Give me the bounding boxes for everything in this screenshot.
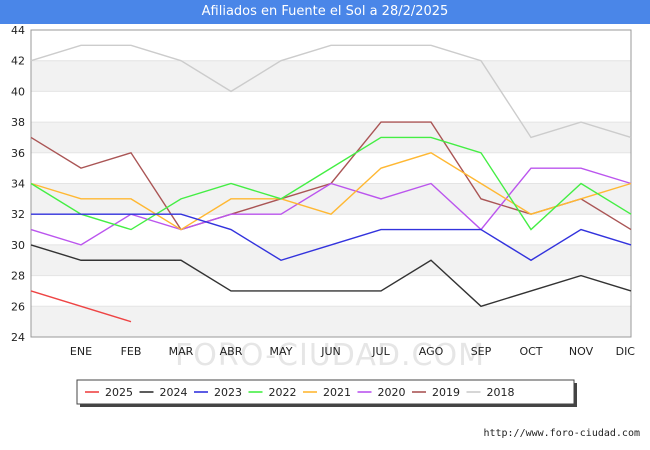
y-tick-label: 24: [11, 331, 25, 344]
series-line-2025: [30, 290, 132, 323]
chart-title: Afiliados en Fuente el Sol a 28/2/2025: [0, 0, 650, 24]
x-tick-label: JUN: [320, 345, 341, 358]
legend-label-2018: 2018: [487, 386, 515, 399]
y-tick-label: 30: [11, 239, 25, 252]
y-tick-label: 44: [11, 24, 25, 37]
grid-band: [31, 306, 631, 337]
y-tick-label: 38: [11, 116, 25, 129]
series-line-2023: [31, 213, 632, 262]
legend-label-2023: 2023: [214, 386, 242, 399]
x-axis-ticks: ENE FEB MAR ABR MAY JUN JUL AGO SEP OCT NOV DIC: [70, 345, 635, 358]
y-tick-label: 34: [11, 178, 25, 191]
series-line-2022: [30, 136, 632, 231]
legend: 2025 2024 2023 2022 2021 2020 2019 2018: [76, 379, 577, 407]
legend-label-2022: 2022: [269, 386, 297, 399]
legend-label-2025: 2025: [105, 386, 133, 399]
y-tick-label: 42: [11, 55, 25, 68]
legend-label-2019: 2019: [432, 386, 460, 399]
x-tick-label: MAY: [270, 345, 293, 358]
x-tick-label: FEB: [121, 345, 142, 358]
x-tick-label: AGO: [419, 345, 444, 358]
series-lines: [30, 44, 632, 323]
legend-box: [76, 379, 575, 405]
x-tick-label: SEP: [471, 345, 492, 358]
y-axis-ticks: 24 26 28 30 32 34 36 38 40 42 44: [11, 24, 25, 344]
series-line-2018: [30, 44, 632, 139]
series-line-2024: [30, 244, 632, 308]
x-tick-label: ABR: [220, 345, 243, 358]
legend-label-2020: 2020: [378, 386, 406, 399]
y-tick-label: 26: [11, 300, 25, 313]
y-tick-label: 40: [11, 85, 25, 98]
grid-band: [31, 122, 631, 153]
grid-band: [31, 60, 631, 92]
y-tick-label: 32: [11, 208, 25, 221]
x-tick-label: DIC: [616, 345, 636, 358]
watermark: FORO-CIUDAD.COM: [175, 338, 485, 373]
x-tick-label: JUL: [371, 345, 390, 358]
legend-label-2021: 2021: [323, 386, 351, 399]
x-tick-label: NOV: [569, 345, 594, 358]
x-tick-label: OCT: [519, 345, 542, 358]
x-tick-label: ENE: [70, 345, 92, 358]
series-line-2021: [30, 152, 632, 231]
y-tick-label: 36: [11, 147, 25, 160]
source-url[interactable]: http://www.foro-ciudad.com: [483, 428, 640, 439]
y-tick-label: 28: [11, 270, 25, 283]
legend-label-2024: 2024: [160, 386, 188, 399]
x-tick-label: MAR: [169, 345, 194, 358]
